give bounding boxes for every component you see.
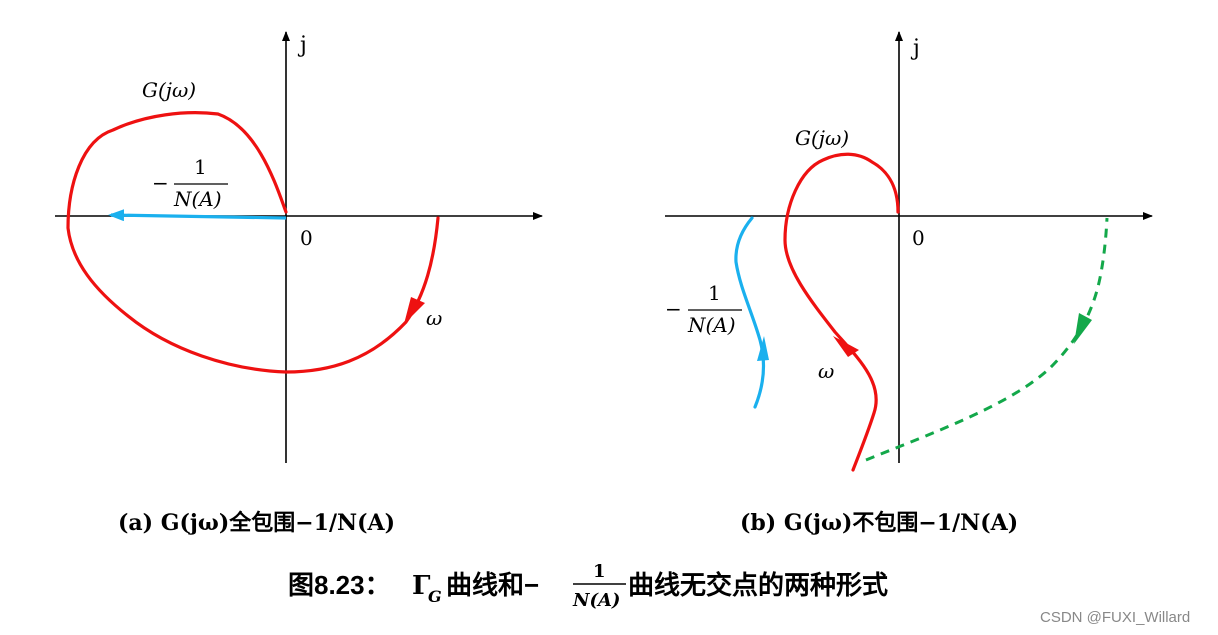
caption-b: (b) G(jω)不包围−1/N(A) xyxy=(740,510,1018,536)
imag-axis-label-b: j xyxy=(910,36,920,61)
origin-label-b: 0 xyxy=(912,226,925,250)
omega-label-b: ω xyxy=(818,359,834,383)
curve-label-a: G(jω) xyxy=(142,78,196,102)
title-prefix: 图8.23： xyxy=(288,570,391,600)
title-gamma: Γ xyxy=(412,571,431,601)
panel-a: j 0 ω G(jω) − 1 N(A) (a) G(jω)全包围−1/N(A) xyxy=(55,31,543,536)
title-suffix: 曲线无交点的两种形式 xyxy=(628,570,888,600)
curve-label-b: G(jω) xyxy=(795,126,849,150)
describing-direction-arrow-b xyxy=(757,336,769,361)
omega-direction-arrow-a xyxy=(404,297,425,324)
title-fraction-numerator: 1 xyxy=(593,561,606,582)
fraction-numerator-b: 1 xyxy=(708,281,721,305)
caption-a: (a) G(jω)全包围−1/N(A) xyxy=(118,510,395,536)
title-middle: 曲线和− xyxy=(446,570,539,600)
neg-sign-a: − xyxy=(152,171,169,195)
imag-axis-label-a: j xyxy=(297,33,307,58)
origin-label-a: 0 xyxy=(300,226,313,250)
dashed-direction-arrow-b xyxy=(1074,313,1092,344)
omega-label-a: ω xyxy=(426,306,442,330)
fraction-numerator-a: 1 xyxy=(194,155,207,179)
negative-frequency-dashed-curve-b xyxy=(865,217,1109,462)
fraction-denominator-b: N(A) xyxy=(687,313,736,337)
figure-title: 图8.23： Γ G 曲线和− 1 N(A) 曲线无交点的两种形式 xyxy=(288,561,888,611)
neg-inverse-describing-curve-b xyxy=(734,216,765,409)
fraction-denominator-a: N(A) xyxy=(173,187,222,211)
watermark: CSDN @FUXI_Willard xyxy=(1040,609,1190,626)
neg-inverse-describing-line-a xyxy=(108,209,287,222)
neg-inverse-label-a: − 1 N(A) xyxy=(152,155,228,211)
title-fraction-denominator: N(A) xyxy=(572,590,620,611)
panel-b: j 0 ω G(jω) − 1 N(A) (b) G(jω)不包围−1/N(A) xyxy=(665,31,1153,536)
nyquist-curve-a xyxy=(66,111,440,374)
neg-sign-b: − xyxy=(665,297,682,321)
omega-direction-arrow-b xyxy=(833,336,859,357)
title-gamma-subscript: G xyxy=(428,587,442,606)
nyquist-curve-b xyxy=(783,152,900,472)
neg-inverse-label-b: − 1 N(A) xyxy=(665,281,742,337)
